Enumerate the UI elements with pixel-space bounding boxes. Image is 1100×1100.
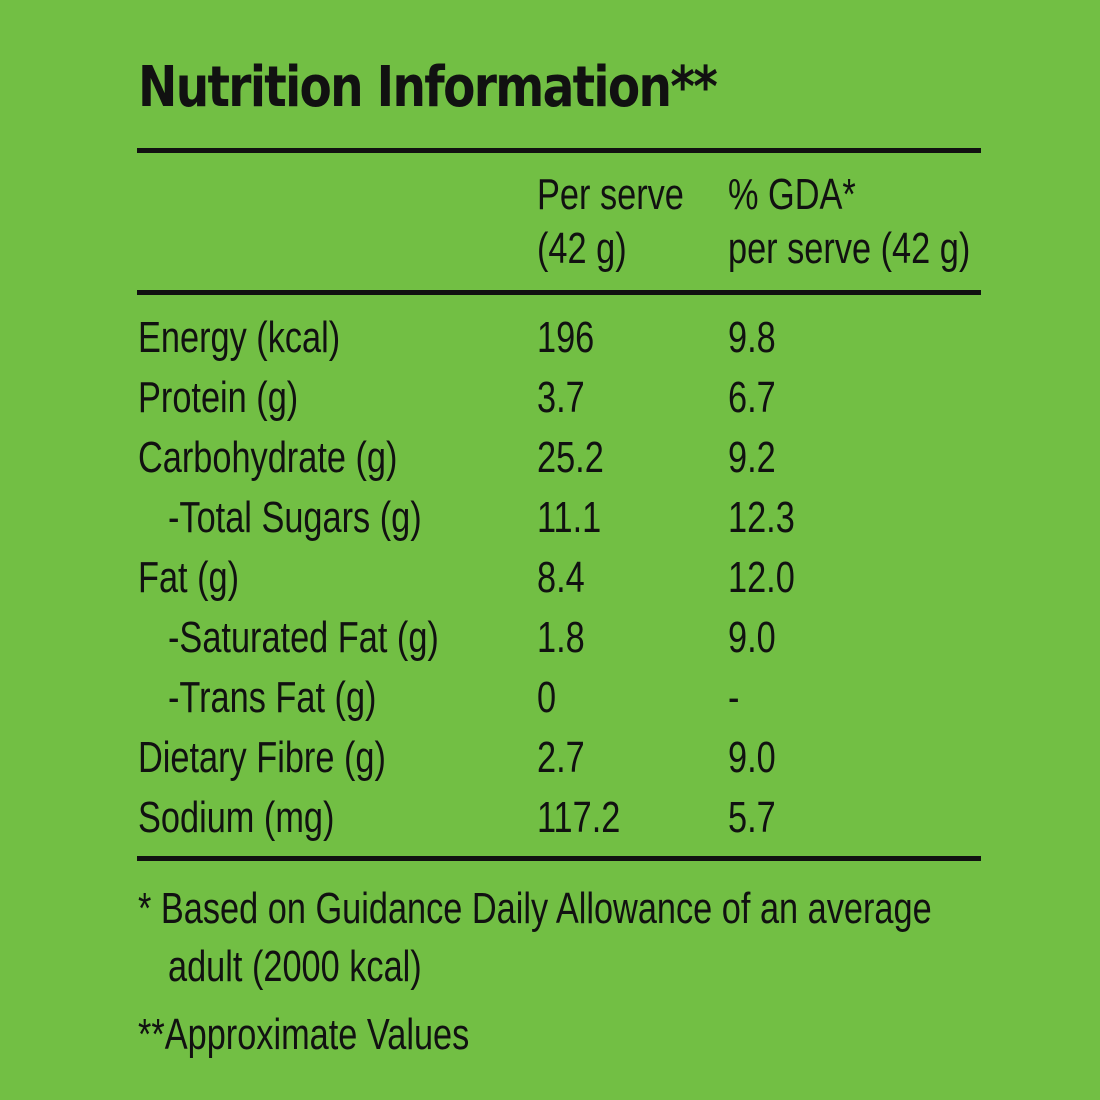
row-value-saturated-fat: 1.8	[537, 613, 585, 662]
top-divider	[137, 148, 981, 153]
row-gda-saturated-fat: 9.0	[728, 613, 776, 662]
row-label-fat: Fat (g)	[138, 553, 240, 602]
footnote-approximate: **Approximate Values	[138, 1010, 470, 1059]
row-value-dietary-fibre: 2.7	[537, 733, 585, 782]
row-value-carbohydrate: 25.2	[537, 433, 604, 482]
per-serve-header-line1: Per serve	[537, 170, 684, 219]
footnote-gda-line2: adult (2000 kcal)	[168, 942, 422, 991]
row-gda-protein: 6.7	[728, 373, 776, 422]
page-title: Nutrition Information**	[138, 55, 718, 120]
row-gda-trans-fat: -	[728, 673, 740, 722]
row-value-sodium: 117.2	[537, 793, 621, 842]
row-label-energy: Energy (kcal)	[138, 313, 341, 362]
per-serve-header-line2: (42 g)	[537, 224, 627, 273]
row-gda-energy: 9.8	[728, 313, 776, 362]
row-label-total-sugars: -Total Sugars (g)	[168, 493, 422, 542]
row-value-protein: 3.7	[537, 373, 585, 422]
row-label-carbohydrate: Carbohydrate (g)	[138, 433, 398, 482]
row-label-protein: Protein (g)	[138, 373, 299, 422]
row-gda-dietary-fibre: 9.0	[728, 733, 776, 782]
row-gda-total-sugars: 12.3	[728, 493, 795, 542]
row-value-energy: 196	[537, 313, 595, 362]
row-value-fat: 8.4	[537, 553, 585, 602]
row-label-saturated-fat: -Saturated Fat (g)	[168, 613, 439, 662]
row-gda-sodium: 5.7	[728, 793, 776, 842]
footnote-gda-line1: * Based on Guidance Daily Allowance of a…	[138, 884, 932, 933]
bottom-divider	[137, 856, 981, 861]
row-label-sodium: Sodium (mg)	[138, 793, 335, 842]
row-gda-fat: 12.0	[728, 553, 795, 602]
row-gda-carbohydrate: 9.2	[728, 433, 776, 482]
row-label-dietary-fibre: Dietary Fibre (g)	[138, 733, 386, 782]
row-value-trans-fat: 0	[537, 673, 557, 722]
gda-header-line2: per serve (42 g)	[728, 224, 971, 273]
gda-header-line1: % GDA*	[728, 170, 856, 219]
header-divider	[137, 290, 981, 295]
row-label-trans-fat: -Trans Fat (g)	[168, 673, 377, 722]
row-value-total-sugars: 11.1	[537, 493, 602, 542]
